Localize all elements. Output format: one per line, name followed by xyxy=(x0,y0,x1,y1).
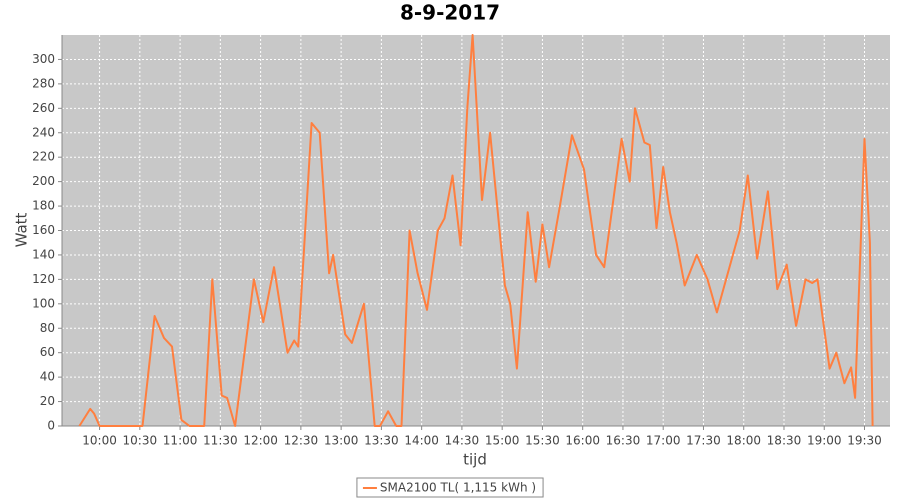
legend-box xyxy=(356,477,544,498)
y-tick-label: 0 xyxy=(47,419,55,433)
y-tick-label: 20 xyxy=(40,394,55,408)
y-tick-label: 220 xyxy=(32,150,55,164)
y-axis-label: Watt xyxy=(13,212,31,247)
y-tick-label: 100 xyxy=(32,296,55,310)
x-tick-label: 18:00 xyxy=(726,434,761,448)
x-tick-label: 19:00 xyxy=(807,434,842,448)
y-tick-label: 300 xyxy=(32,52,55,66)
series-line xyxy=(78,34,874,427)
legend-label: SMA2100 TL( 1,115 kWh ) xyxy=(380,481,536,495)
x-tick-label: 11:00 xyxy=(163,434,198,448)
chart-title: 8-9-2017 xyxy=(400,1,500,25)
y-tick-label: 80 xyxy=(40,321,55,335)
x-tick-label: 13:30 xyxy=(364,434,399,448)
x-tick-label: 18:30 xyxy=(767,434,802,448)
y-tick-label: 240 xyxy=(32,125,55,139)
x-tick-label: 10:30 xyxy=(123,434,158,448)
y-tick-label: 120 xyxy=(32,272,55,286)
x-tick-label: 13:00 xyxy=(324,434,359,448)
y-tick-label: 140 xyxy=(32,247,55,261)
x-tick-label: 10:00 xyxy=(82,434,117,448)
x-tick-label: 14:00 xyxy=(404,434,439,448)
x-tick-label: 11:30 xyxy=(203,434,238,448)
y-tick-label: 200 xyxy=(32,174,55,188)
y-tick-label: 280 xyxy=(32,76,55,90)
x-tick-label: 15:30 xyxy=(525,434,560,448)
x-tick-label: 16:30 xyxy=(606,434,641,448)
y-tick-label: 260 xyxy=(32,101,55,115)
x-tick-label: 17:30 xyxy=(686,434,721,448)
y-tick-label: 180 xyxy=(32,199,55,213)
x-tick-label: 17:00 xyxy=(646,434,681,448)
x-tick-label: 16:00 xyxy=(565,434,600,448)
x-tick-label: 19:30 xyxy=(847,434,882,448)
x-tick-label: 12:30 xyxy=(284,434,319,448)
x-tick-label: 14:30 xyxy=(445,434,480,448)
y-tick-label: 60 xyxy=(40,345,55,359)
y-tick-label: 160 xyxy=(32,223,55,237)
y-tick-label: 40 xyxy=(40,370,55,384)
legend: SMA2100 TL( 1,115 kWh ) xyxy=(356,477,544,498)
x-tick-label: 12:00 xyxy=(243,434,278,448)
x-axis-label: tijd xyxy=(463,451,487,469)
x-tick-label: 15:00 xyxy=(485,434,520,448)
